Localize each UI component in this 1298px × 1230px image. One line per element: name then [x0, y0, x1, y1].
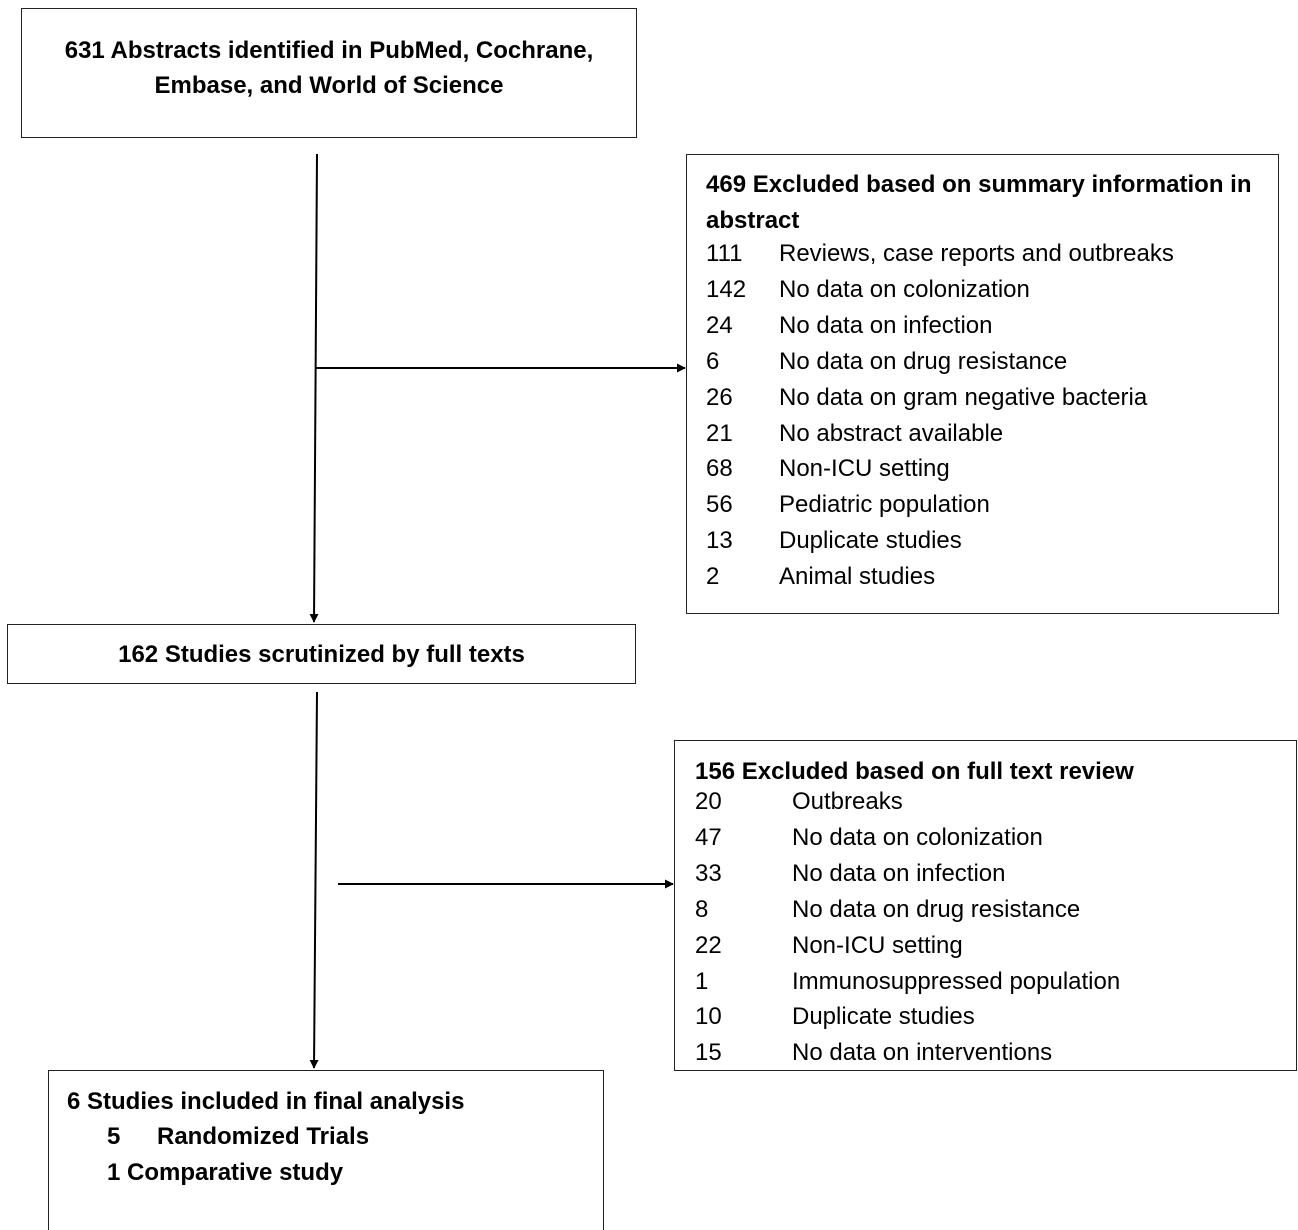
exclusion-row: 142 No data on colonization — [706, 276, 1266, 312]
exclusion-row: 13 Duplicate studies — [706, 527, 1266, 563]
exclusion-count: 26 — [706, 383, 733, 411]
exclusion-reason: No data on gram negative bacteria — [779, 383, 1148, 411]
exclusion-count: 10 — [695, 1003, 722, 1031]
exclusion-reason: Reviews, case reports and outbreaks — [779, 240, 1174, 267]
exclusion-count: 15 — [695, 1039, 722, 1067]
exclusion-reason: Outbreaks — [792, 788, 903, 815]
excluded-fulltext-heading: 156 Excluded based on full text review — [695, 758, 1134, 785]
included-box: 6 Studies included in final analysis 5 R… — [48, 1070, 604, 1230]
exclusion-row: 26 No data on gram negative bacteria — [706, 384, 1266, 420]
included-line-1-label: Randomized Trials — [157, 1123, 370, 1150]
exclusion-count: 68 — [706, 455, 733, 483]
arrow-identified-to-scrutinized — [309, 153, 319, 623]
excluded-abstract-list: 111 Reviews, case reports and outbreaks 14… — [706, 240, 1266, 600]
exclusion-row: 10 Duplicate studies — [695, 1003, 1275, 1039]
exclusion-reason: No data on infection — [792, 859, 1006, 887]
included-line-2: 1 Comparative study — [107, 1159, 344, 1186]
excluded-fulltext-list: 20 Outbreaks 47 No data on colonization 33 No… — [695, 788, 1275, 1066]
exclusion-count: 56 — [706, 491, 733, 519]
exclusion-count: 1 — [695, 967, 709, 995]
exclusion-reason: No data on drug resistance — [792, 895, 1081, 923]
scrutinized-text: 162 Studies scrutinized by full texts — [118, 641, 525, 668]
exclusion-row: 8 No data on drug resistance — [695, 896, 1275, 932]
exclusion-row: 20 Outbreaks — [695, 788, 1275, 824]
exclusion-count: 13 — [706, 527, 733, 555]
exclusion-reason: Non-ICU setting — [792, 931, 963, 959]
exclusion-count: 2 — [706, 563, 720, 591]
excluded-abstract-heading: 469 Excluded based on summary informatio… — [706, 171, 1252, 234]
arrow-scrutinized-to-included — [309, 691, 319, 1069]
exclusion-count: 20 — [695, 788, 722, 815]
exclusion-row: 1 Immunosuppressed population — [695, 968, 1275, 1004]
exclusion-reason: Duplicate studies — [779, 527, 962, 555]
exclusion-count: 33 — [695, 859, 722, 887]
excluded-abstract-box: 469 Excluded based on summary informatio… — [686, 154, 1279, 614]
exclusion-row: 111 Reviews, case reports and outbreaks — [706, 240, 1266, 276]
exclusion-reason: Non-ICU setting — [779, 455, 950, 483]
identified-text: 631 Abstracts identified in PubMed, Coch… — [64, 37, 594, 99]
exclusion-row: 47 No data on colonization — [695, 824, 1275, 860]
exclusion-count: 6 — [706, 347, 720, 375]
scrutinized-box: 162 Studies scrutinized by full texts — [7, 624, 636, 684]
exclusion-row: 56 Pediatric population — [706, 491, 1266, 527]
exclusion-row: 6 No data on drug resistance — [706, 348, 1266, 384]
exclusion-row: 2 Animal studies — [706, 563, 1266, 599]
exclusion-reason: Duplicate studies — [792, 1003, 975, 1031]
identified-box: 631 Abstracts identified in PubMed, Coch… — [21, 8, 637, 138]
exclusion-reason: No data on colonization — [792, 823, 1043, 851]
exclusion-reason: No data on colonization — [779, 275, 1030, 303]
exclusion-count: 8 — [695, 895, 709, 923]
excluded-fulltext-box: 156 Excluded based on full text review 2… — [674, 740, 1297, 1071]
exclusion-count: 47 — [695, 823, 722, 851]
exclusion-row: 22 Non-ICU setting — [695, 932, 1275, 968]
exclusion-count: 24 — [706, 311, 733, 339]
exclusion-row: 21 No abstract available — [706, 420, 1266, 456]
exclusion-reason: No abstract available — [779, 419, 1004, 447]
exclusion-row: 68 Non-ICU setting — [706, 455, 1266, 491]
exclusion-reason: Animal studies — [779, 563, 936, 591]
exclusion-row: 33 No data on infection — [695, 860, 1275, 896]
exclusion-reason: No data on drug resistance — [779, 347, 1068, 375]
exclusion-reason: No data on interventions — [792, 1039, 1053, 1067]
exclusion-count: 111 — [706, 240, 743, 267]
exclusion-count: 142 — [706, 275, 747, 303]
exclusion-row: 15 No data on interventions — [695, 1039, 1275, 1075]
exclusion-row: 24 No data on infection — [706, 312, 1266, 348]
exclusion-reason: Immunosuppressed population — [792, 967, 1121, 995]
included-line-1-count: 5 — [107, 1123, 121, 1150]
exclusion-reason: Pediatric population — [779, 491, 990, 519]
exclusion-count: 21 — [706, 419, 733, 447]
exclusion-count: 22 — [695, 931, 722, 959]
included-heading: 6 Studies included in final analysis — [67, 1088, 465, 1115]
exclusion-reason: No data on infection — [779, 311, 993, 339]
